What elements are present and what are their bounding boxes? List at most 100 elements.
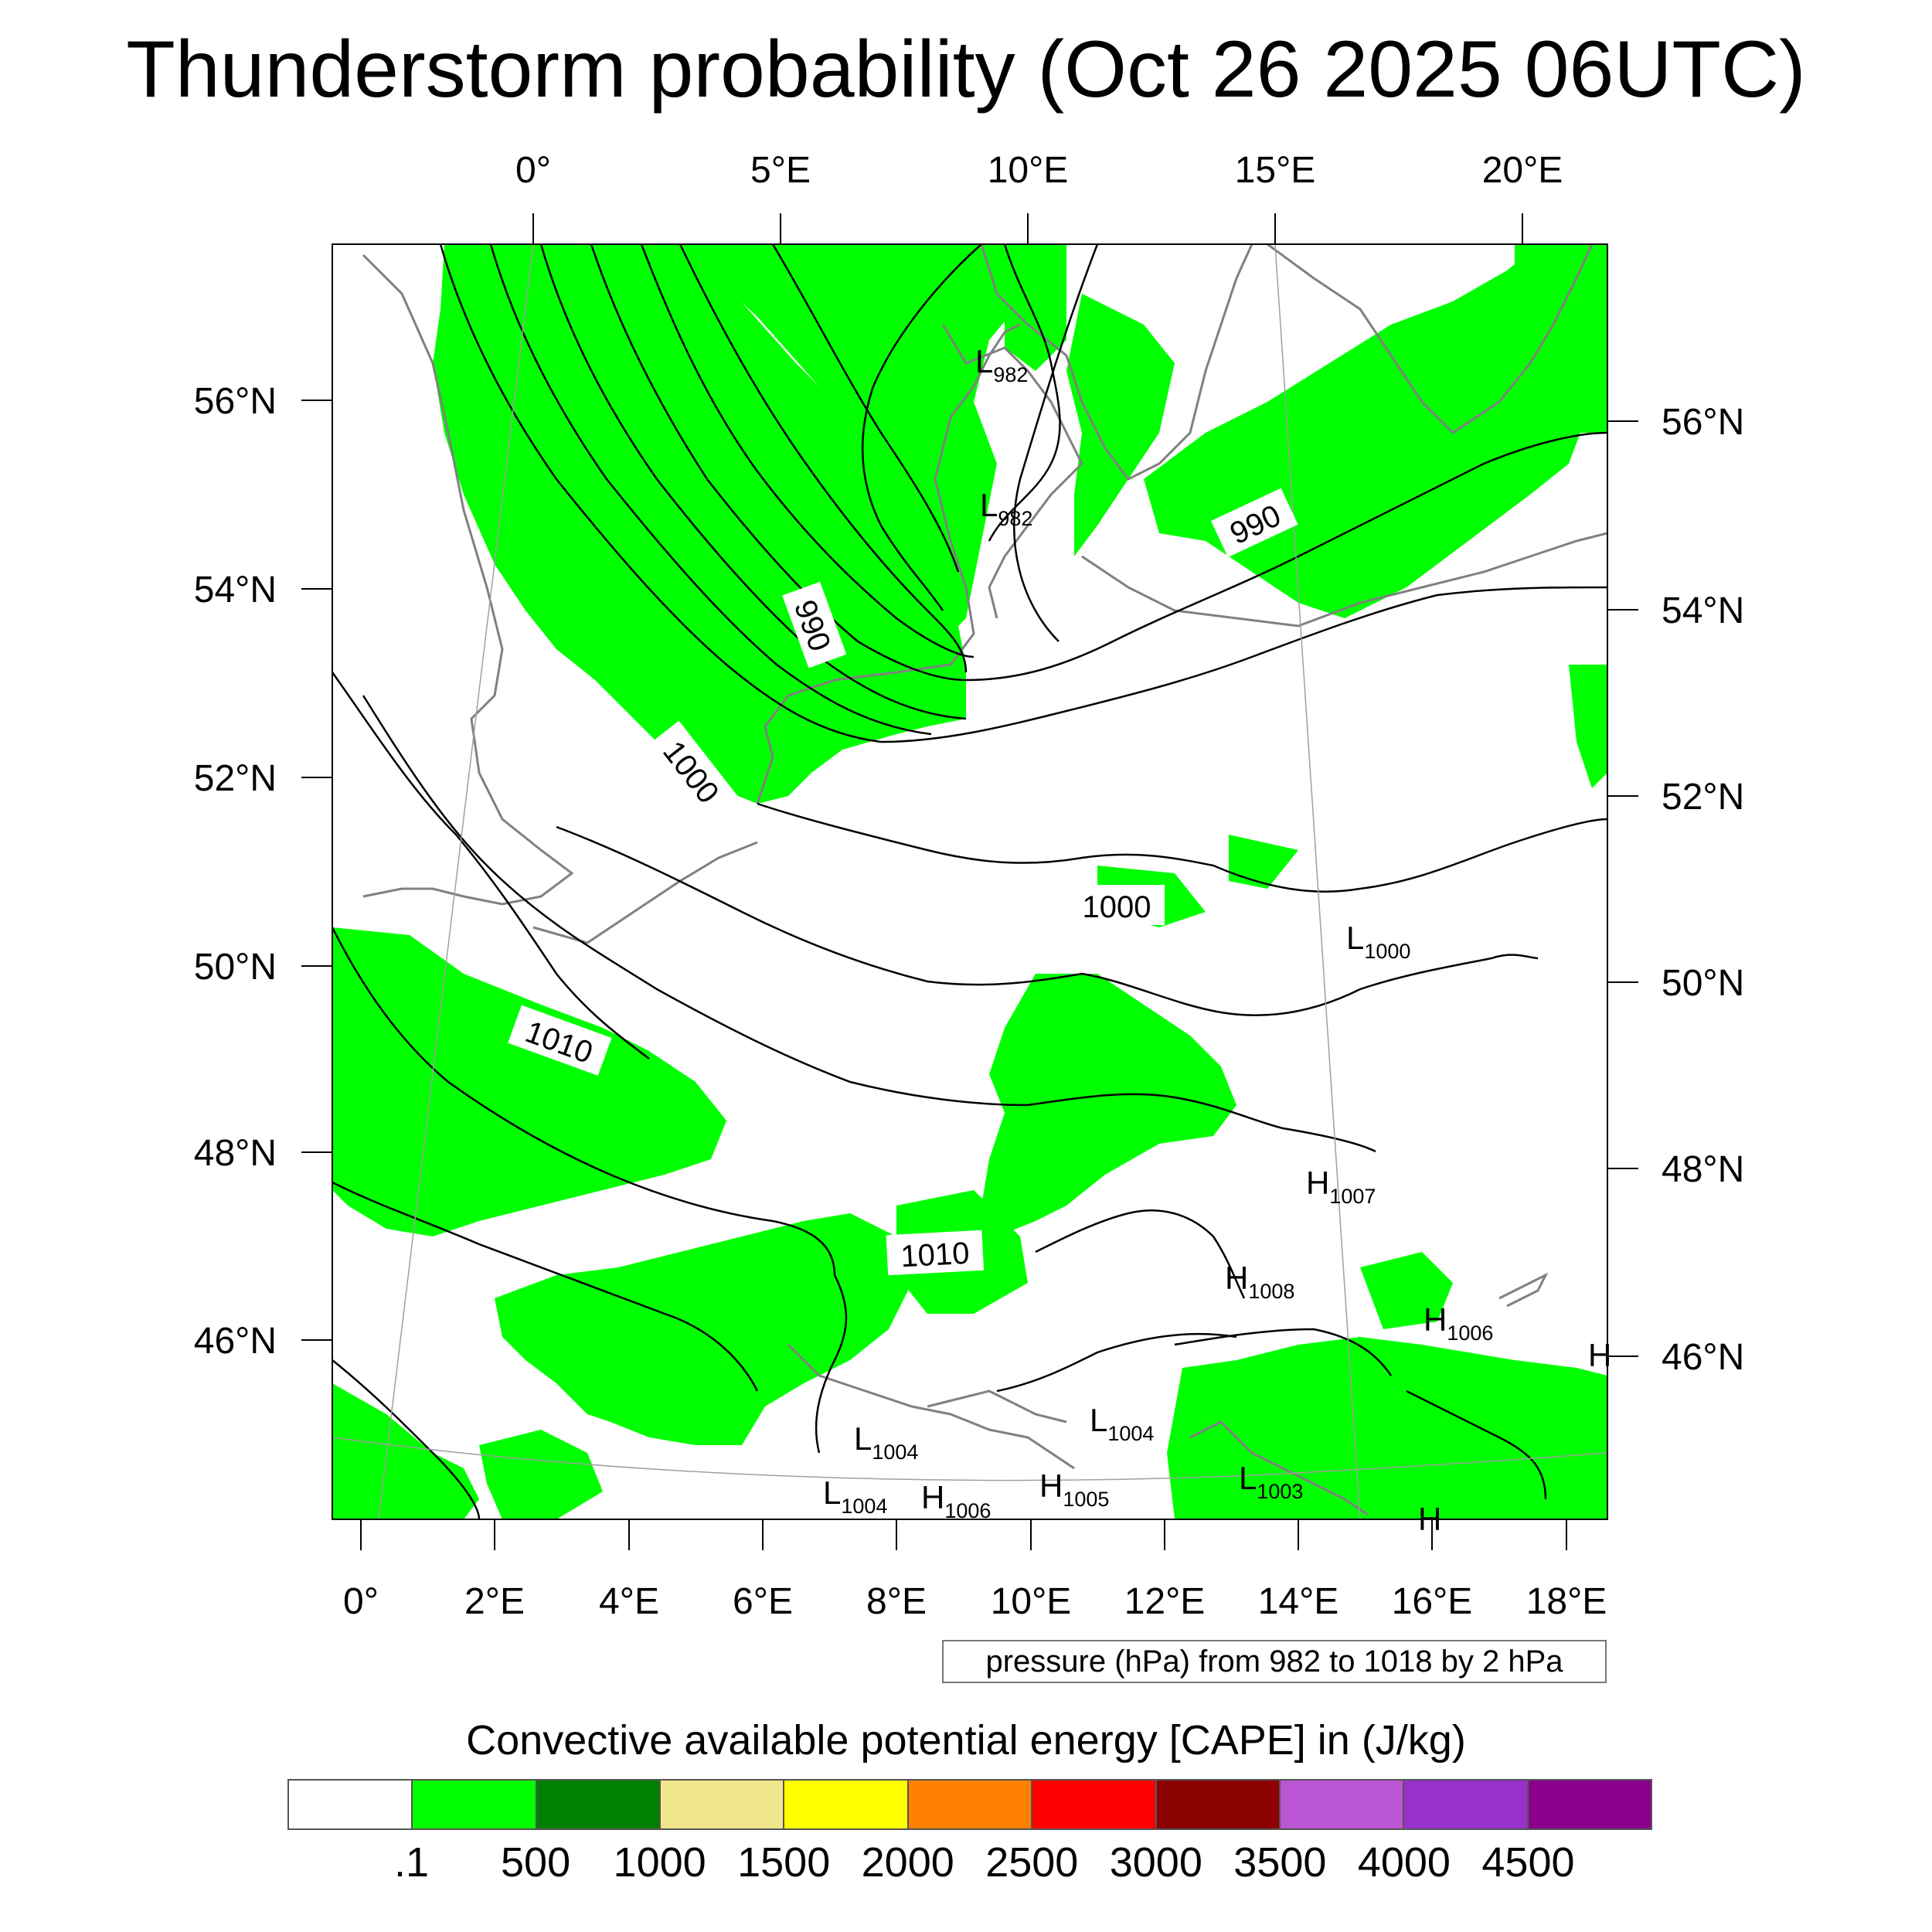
top-lon-label: 15°E [1235, 150, 1316, 191]
colorbar-tick-label: 4500 [1481, 1839, 1575, 1886]
colorbar-tick-label: 500 [501, 1839, 571, 1886]
right-lat-label: 48°N [1662, 1149, 1744, 1190]
colorbar-swatch [908, 1781, 1033, 1828]
colorbar-tick-label: 2000 [861, 1839, 954, 1886]
isobar-line [362, 695, 1376, 1153]
plot-frame [332, 243, 1608, 1520]
meridian-15e [1274, 244, 1361, 1519]
bottom-lon-label: 8°E [866, 1581, 927, 1622]
graticule-layer [332, 244, 1607, 1519]
coastline-channel-france [532, 841, 758, 944]
isobar-line [757, 802, 1607, 893]
pressure-center: L982 [980, 487, 1032, 530]
pressure-center: L1004 [823, 1475, 887, 1518]
pressure-center: H1006 [1423, 1301, 1493, 1345]
cape-fill-layer [332, 244, 1607, 1519]
cape-region-north-central [680, 244, 1028, 634]
bottom-lon-label: 6°E [733, 1581, 793, 1622]
left-lat-label: 46°N [194, 1321, 277, 1362]
parallel-45n [332, 1437, 1607, 1481]
colorbar-swatch [661, 1781, 785, 1828]
right-lat-label: 46°N [1662, 1337, 1744, 1378]
isobar-line [640, 244, 975, 658]
colorbar-swatch [1156, 1781, 1281, 1828]
colorbar-swatch [1032, 1781, 1157, 1828]
coastline-layer [362, 244, 1607, 1516]
isobar-line [815, 1274, 848, 1454]
top-lon-label: 5°E [750, 150, 811, 191]
pressure-center: L1004 [854, 1420, 918, 1464]
pressure-center: H1005 [1039, 1468, 1109, 1511]
meridian-0 [378, 244, 534, 1519]
pressure-center-labels: L982 L982 L1000 H1007 H1008 H1006 L1004 … [823, 343, 1611, 1537]
bottom-lon-label: 14°E [1258, 1581, 1339, 1622]
colorbar-swatch [536, 1781, 662, 1828]
isobar-line [539, 244, 967, 720]
colorbar-swatch [1528, 1781, 1651, 1828]
isobar-line [590, 244, 967, 682]
isobar-line [1013, 244, 1099, 642]
right-lat-label: 54°N [1662, 590, 1744, 631]
top-lon-label: 0° [515, 150, 551, 191]
colorbar-tick-label: 3000 [1109, 1839, 1202, 1886]
coastline-adriatic-italy [787, 1343, 1075, 1470]
isobar-line [861, 244, 982, 611]
left-lat-label: 48°N [194, 1133, 277, 1174]
left-lat-label: 54°N [194, 570, 277, 611]
pressure-center: H [1418, 1501, 1441, 1537]
top-lon-label: 20°E [1482, 150, 1563, 191]
cape-region-south-germany [981, 974, 1236, 1236]
pressure-center: L1003 [1239, 1460, 1303, 1503]
tick-marks [301, 213, 1638, 1550]
isobar-line [1406, 1389, 1547, 1500]
bottom-lon-labels: 0° 2°E 4°E 6°E 8°E 10°E 12°E 14°E 16°E 1… [343, 1581, 1607, 1622]
left-lat-label: 50°N [194, 947, 277, 988]
colorbar-tick-label: 1000 [613, 1839, 706, 1886]
right-lat-labels: 56°N 54°N 52°N 50°N 48°N 46°N [1662, 402, 1744, 1378]
colorbar-tick-label: 1500 [737, 1839, 831, 1886]
left-lat-label: 56°N [194, 381, 277, 422]
border-balaton [1498, 1272, 1549, 1308]
isobar-line [1174, 1328, 1393, 1376]
isobar-line [996, 1332, 1237, 1393]
cape-region-sw-corner [332, 1383, 603, 1519]
cape-region-hungary-patches [1360, 1252, 1453, 1329]
bottom-lon-label: 10°E [991, 1581, 1072, 1622]
cape-region-east-edge [1569, 665, 1607, 788]
right-lat-label: 56°N [1662, 402, 1744, 443]
isobar-line [965, 431, 1607, 682]
colorbar-swatch [1280, 1781, 1405, 1828]
contour-label: 1000 [1083, 890, 1151, 924]
bottom-lon-label: 12°E [1124, 1581, 1206, 1622]
colorbar-tick-label: 4000 [1357, 1839, 1451, 1886]
isobar-line [771, 244, 960, 573]
bottom-lon-label: 0° [343, 1581, 379, 1622]
cape-region-skagerrak [1005, 244, 1066, 371]
colorbar [287, 1779, 1652, 1830]
pressure-center: H1006 [921, 1479, 991, 1522]
top-lon-label: 10°E [988, 150, 1069, 191]
isobar-line [880, 586, 1607, 743]
colorbar-title: Convective available potential energy [C… [466, 1717, 1466, 1764]
cape-region-alps-west [495, 1213, 912, 1445]
contour-label: 1010 [900, 1236, 970, 1274]
coastline-denmark [941, 324, 1083, 619]
pressure-center: H1007 [1306, 1165, 1376, 1208]
colorbar-tick-labels: .1 500 1000 1500 2000 2500 3000 3500 4000 4500 [0, 1838, 1932, 1892]
top-lon-labels: 0° 5°E 10°E 15°E 20°E [515, 150, 1563, 191]
cape-region-northsea [433, 244, 966, 804]
isobar-line [332, 927, 836, 1276]
bottom-lon-label: 4°E [599, 1581, 659, 1622]
isobar-line [1035, 1209, 1246, 1299]
pressure-center: L1000 [1346, 920, 1410, 963]
cape-region-adriatic [1167, 1337, 1607, 1519]
isobar-line [988, 244, 1061, 542]
right-lat-label: 52°N [1662, 777, 1744, 818]
coastline-netherlands-germany [756, 323, 1021, 804]
isobar-line [679, 244, 968, 673]
pressure-center: H1008 [1225, 1260, 1294, 1303]
bottom-lon-label: 18°E [1526, 1581, 1607, 1622]
bottom-lon-label: 2°E [464, 1581, 525, 1622]
bottom-lon-label: 16°E [1392, 1581, 1473, 1622]
